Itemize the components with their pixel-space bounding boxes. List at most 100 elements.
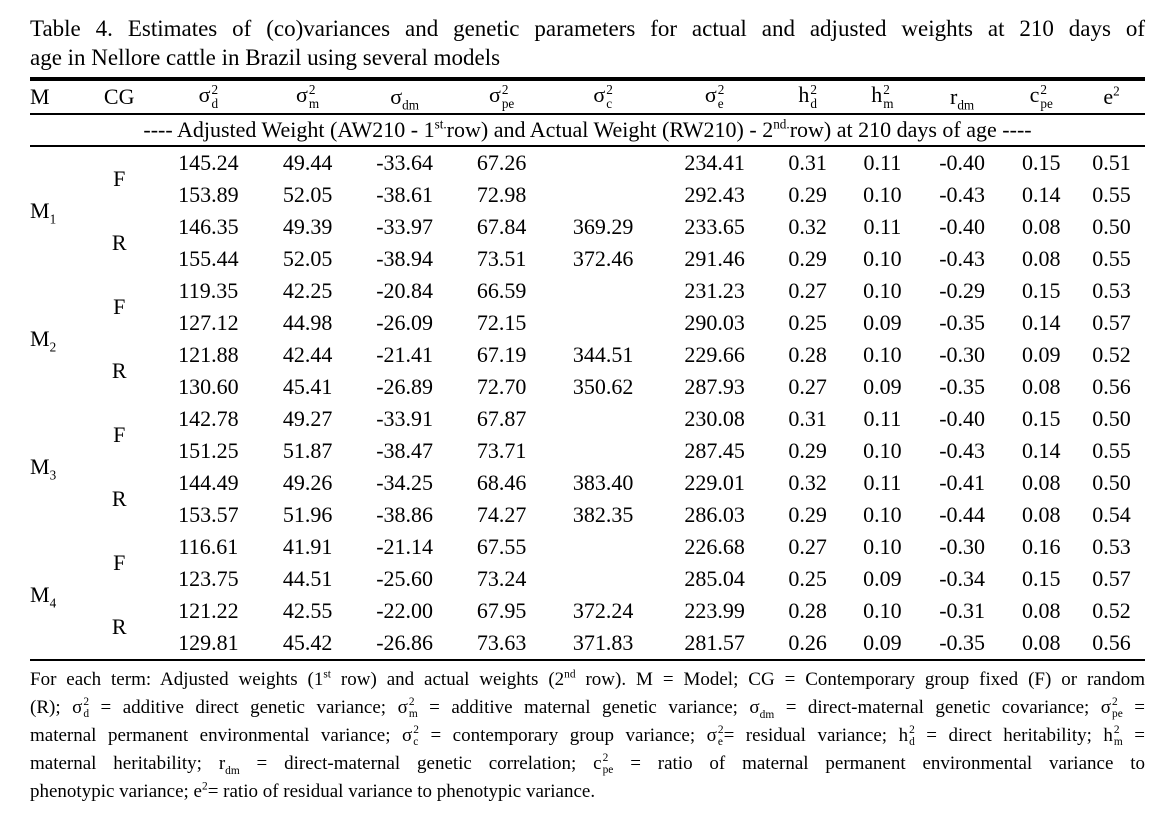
value-cell: 0.11 xyxy=(863,406,902,432)
value-cell: 229.66 xyxy=(684,342,745,368)
value-cell: -34.25 xyxy=(376,470,434,496)
symbol-sigma-subdm: σdm xyxy=(749,697,775,721)
cg-label: F xyxy=(113,166,126,192)
data-row: 153.57 51.96 -38.86 74.27 382.35 286.03 0.29 0.… xyxy=(30,499,1145,531)
value-cell: 0.11 xyxy=(863,470,902,496)
value-cell: 130.60 xyxy=(178,374,239,400)
value-cell: 285.04 xyxy=(684,566,745,592)
value-cell: 0.25 xyxy=(788,310,827,336)
value-cell: 0.55 xyxy=(1092,438,1131,464)
value-cell: 0.31 xyxy=(788,150,827,176)
symbol-cg: CG xyxy=(103,84,135,110)
value-cell: 371.83 xyxy=(572,630,634,656)
data-row: 129.81 45.42 -26.86 73.63 371.83 281.57 0.26 0.… xyxy=(30,627,1145,660)
value-cell: -26.86 xyxy=(376,630,434,656)
value-cell: 44.51 xyxy=(282,566,333,592)
table-body: M1 F 145.24 49.44 -33.64 67.26 234.41 0.31 0.11… xyxy=(30,146,1145,660)
table-title-line1: Table 4. Estimates of (co)variances and … xyxy=(30,16,1145,41)
data-row: M4 F 116.61 41.91 -21.14 67.55 226.68 0.27 0.10… xyxy=(30,531,1145,610)
value-cell: 0.25 xyxy=(788,566,827,592)
value-cell: 72.98 xyxy=(476,182,527,208)
value-cell: -33.91 xyxy=(376,406,434,432)
data-row: R 121.88 42.44 -21.41 67.19 344.51 229.66 0.28 0… xyxy=(30,339,1145,382)
value-cell: -0.30 xyxy=(939,342,986,368)
value-cell: 0.29 xyxy=(788,502,827,528)
value-cell: 281.57 xyxy=(684,630,745,656)
value-cell: 0.08 xyxy=(1022,630,1061,656)
value-cell: 153.89 xyxy=(178,182,239,208)
symbol-e-sup2: e2 xyxy=(1103,84,1120,110)
value-cell: 74.27 xyxy=(476,502,527,528)
value-cell: 0.27 xyxy=(788,278,827,304)
value-cell: -20.84 xyxy=(376,278,434,304)
cg-label: R xyxy=(111,486,127,512)
value-cell: 231.23 xyxy=(684,278,745,304)
value-cell: 0.52 xyxy=(1092,598,1131,624)
value-cell: 0.09 xyxy=(1022,342,1061,368)
table-title: Table 4. Estimates of (co)variances and … xyxy=(30,14,1145,72)
cg-label: R xyxy=(111,358,127,384)
value-cell: 0.29 xyxy=(788,438,827,464)
value-cell: 291.46 xyxy=(684,246,745,272)
value-cell: 0.09 xyxy=(863,374,902,400)
value-cell: 145.24 xyxy=(178,150,239,176)
value-cell: 0.32 xyxy=(788,214,827,240)
value-cell: -0.43 xyxy=(939,246,986,272)
value-cell: -38.94 xyxy=(376,246,434,272)
footnote-line-3: maternal permanent environmental varianc… xyxy=(30,723,1145,748)
value-cell: 0.52 xyxy=(1092,342,1131,368)
value-cell: -0.30 xyxy=(939,534,986,560)
span-header-row: ---- Adjusted Weight (AW210 - 1st.row) a… xyxy=(30,114,1145,147)
value-cell: -0.34 xyxy=(939,566,986,592)
value-cell: -0.35 xyxy=(939,374,986,400)
column-header-10: rdm xyxy=(919,79,1005,115)
symbol-sigma-sup2-subpe: σ 2 pe xyxy=(488,82,515,112)
header-row: M CG σ 2 d σ 2 m σdm σ 2 pe σ 2 c σ 2 e h 2 d h 2 m rdm c 2 pe e2 xyxy=(30,79,1145,115)
table-head: M CG σ 2 d σ 2 m σdm σ 2 pe σ 2 c σ 2 e h 2 d h 2 m rdm c 2 pe e2 ---… xyxy=(30,79,1145,147)
value-cell: 292.43 xyxy=(684,182,745,208)
value-cell: 0.57 xyxy=(1092,310,1131,336)
value-cell: -0.31 xyxy=(939,598,986,624)
value-cell: 142.78 xyxy=(178,406,239,432)
value-cell: 49.26 xyxy=(282,470,333,496)
value-cell: 67.26 xyxy=(476,150,527,176)
value-cell: 41.91 xyxy=(282,534,333,560)
cg-label: R xyxy=(111,230,127,256)
value-cell xyxy=(547,307,659,339)
data-row: R 121.22 42.55 -22.00 67.95 372.24 223.99 0.28 0… xyxy=(30,595,1145,638)
value-cell: 0.08 xyxy=(1022,470,1061,496)
symbol-m-sub2: M2 xyxy=(30,326,57,355)
value-cell: -0.40 xyxy=(939,150,986,176)
value-cell: 127.12 xyxy=(178,310,239,336)
value-cell: -38.47 xyxy=(376,438,434,464)
data-row: 151.25 51.87 -38.47 73.71 287.45 0.29 0.10 -0.… xyxy=(30,435,1145,467)
value-cell: 153.57 xyxy=(178,502,239,528)
value-cell: -0.43 xyxy=(939,438,986,464)
symbol-r-subdm: rdm xyxy=(950,84,975,113)
value-cell: 290.03 xyxy=(684,310,745,336)
model-label-1: M1 xyxy=(30,146,84,275)
value-cell: 0.14 xyxy=(1022,310,1061,336)
value-cell: 67.19 xyxy=(476,342,527,368)
value-cell: 129.81 xyxy=(178,630,239,656)
symbol-m-sub1: M1 xyxy=(30,198,57,227)
value-cell: 0.27 xyxy=(788,374,827,400)
value-cell: 0.10 xyxy=(863,342,902,368)
value-cell: -22.00 xyxy=(376,598,434,624)
value-cell: 0.08 xyxy=(1022,374,1061,400)
value-cell: 123.75 xyxy=(178,566,239,592)
cg-label: R xyxy=(111,614,127,640)
value-cell: 0.10 xyxy=(863,534,902,560)
data-row: M3 F 142.78 49.27 -33.91 67.87 230.08 0.31 0.11… xyxy=(30,403,1145,482)
value-cell: 72.15 xyxy=(476,310,527,336)
footnote-line-4: maternal heritability; rdm = direct-mate… xyxy=(30,751,1146,777)
model-label-3: M3 xyxy=(30,403,84,531)
